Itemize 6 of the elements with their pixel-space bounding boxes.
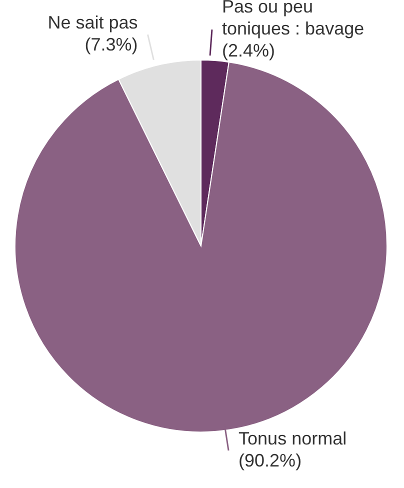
slice-label: Pas ou peu toniques : bavage bbox=[222, 0, 364, 39]
slice-label: Tonus normal bbox=[238, 428, 347, 448]
data-label: (90.2%) bbox=[238, 450, 302, 470]
data-label: (7.3%) bbox=[84, 34, 138, 55]
data-label: (2.4%) bbox=[222, 40, 275, 61]
slice-label: Ne sait pas bbox=[48, 12, 138, 33]
